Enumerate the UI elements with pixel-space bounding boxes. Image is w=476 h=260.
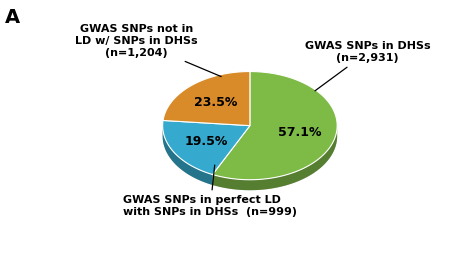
Text: 57.1%: 57.1% xyxy=(278,126,321,139)
Polygon shape xyxy=(212,72,337,180)
Polygon shape xyxy=(163,72,250,126)
Polygon shape xyxy=(163,120,250,174)
Polygon shape xyxy=(212,127,337,190)
Text: 23.5%: 23.5% xyxy=(194,96,238,109)
Text: GWAS SNPs not in
LD w/ SNPs in DHSs
(n=1,204): GWAS SNPs not in LD w/ SNPs in DHSs (n=1… xyxy=(75,24,221,76)
Text: GWAS SNPs in perfect LD
with SNPs in DHSs  (n=999): GWAS SNPs in perfect LD with SNPs in DHS… xyxy=(123,165,298,217)
Polygon shape xyxy=(163,126,337,190)
Polygon shape xyxy=(163,126,212,185)
Text: 19.5%: 19.5% xyxy=(184,135,228,148)
Text: A: A xyxy=(5,8,20,27)
Text: GWAS SNPs in DHSs
(n=2,931): GWAS SNPs in DHSs (n=2,931) xyxy=(305,41,430,91)
